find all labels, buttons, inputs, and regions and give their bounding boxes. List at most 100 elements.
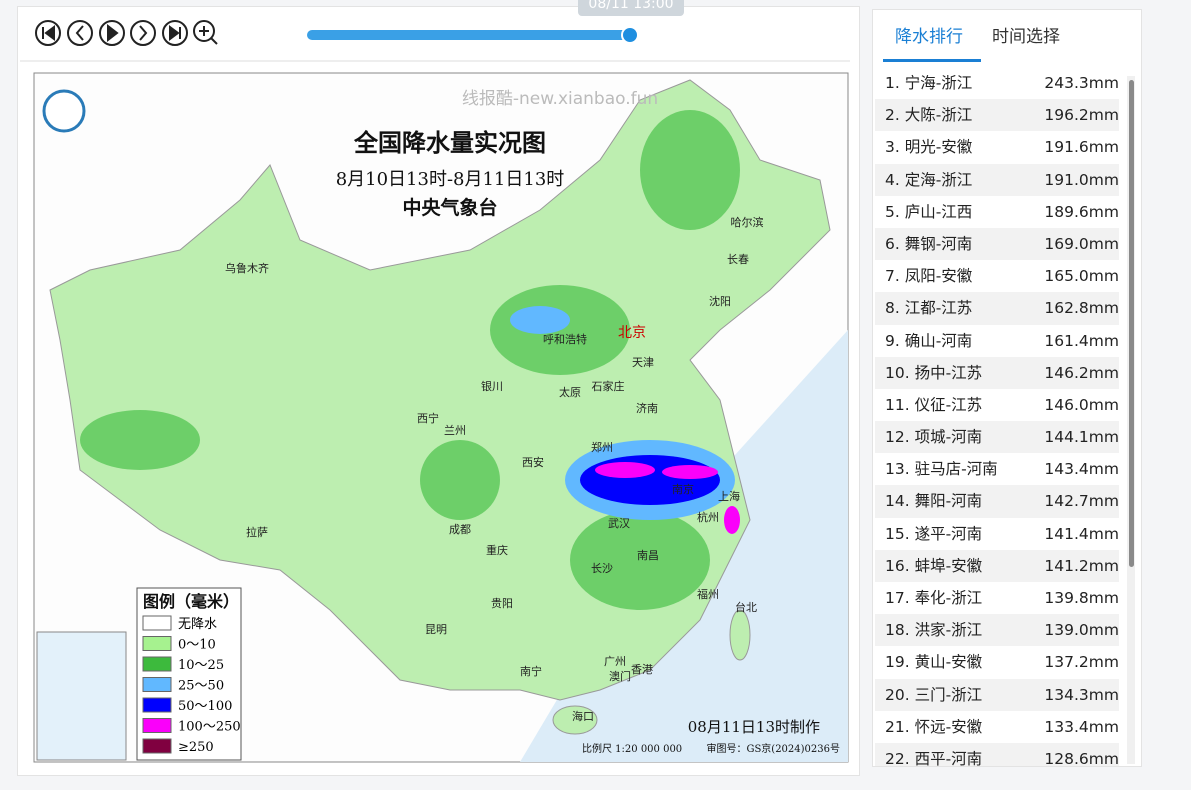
ranking-row[interactable]: 22. 西平-河南 128.6mm — [875, 742, 1119, 767]
city-label: 沈阳 — [709, 294, 731, 308]
city-label: 杭州 — [697, 510, 719, 524]
city-label: 成都 — [449, 523, 471, 536]
station-name: 11. 仪征-江苏 — [885, 395, 983, 414]
rainfall-value: 134.3mm — [1044, 685, 1119, 704]
legend-label: 0～10 — [178, 638, 216, 653]
rainfall-value: 139.8mm — [1044, 589, 1119, 607]
city-label: 北京 — [618, 325, 646, 341]
legend-swatch — [142, 697, 172, 713]
rainfall-value: 162.8mm — [1044, 299, 1119, 318]
station-name: 12. 项城-河南 — [885, 428, 983, 447]
station-name: 7. 凤阳-安徽 — [885, 267, 973, 286]
ranking-row[interactable]: 11. 仪征-江苏 146.0mm — [875, 389, 1119, 421]
city-label: 银川 — [481, 379, 503, 393]
station-name: 15. 遂平-河南 — [885, 524, 983, 543]
rainfall-value: 243.3mm — [1044, 74, 1119, 92]
rainfall-value: 165.0mm — [1044, 267, 1119, 286]
toolbar — [35, 20, 218, 46]
tab[interactable]: 时间选择 — [992, 27, 1060, 47]
ranking-row[interactable]: 15. 遂平-河南 141.4mm — [875, 518, 1119, 550]
ranking-row[interactable]: 4. 定海-浙江 191.0mm — [875, 163, 1119, 196]
city-label: 南宁 — [520, 664, 542, 678]
prev-button[interactable] — [67, 20, 93, 46]
legend-swatch — [142, 738, 172, 754]
station-name: 16. 蚌埠-安徽 — [885, 556, 983, 575]
city-label: 济南 — [636, 401, 658, 415]
city-label: 澳门 — [609, 669, 631, 683]
rainfall-value: 139.0mm — [1044, 621, 1119, 640]
ranking-row[interactable]: 21. 怀远-安徽 133.4mm — [875, 711, 1119, 743]
ranking-row[interactable]: 1. 宁海-浙江 243.3mm — [875, 67, 1119, 99]
city-label: 昆明 — [425, 623, 447, 636]
station-name: 22. 西平-河南 — [885, 749, 983, 767]
ranking-row[interactable]: 17. 奉化-浙江 139.8mm — [875, 582, 1119, 614]
island — [552, 705, 598, 735]
city-label: 贵阳 — [491, 597, 513, 610]
time-tooltip: 08/11 13:00 — [578, 0, 684, 16]
rainfall-value: 142.7mm — [1044, 492, 1119, 511]
map-title: 全国降水量实况图 — [353, 128, 546, 157]
ranking-row[interactable]: 2. 大陈-浙江 196.2mm — [875, 99, 1119, 132]
city-label: 西宁 — [417, 411, 439, 425]
legend-swatch — [142, 615, 172, 631]
legend-label: 50～100 — [178, 699, 232, 714]
ranking-row[interactable]: 5. 庐山-江西 189.6mm — [875, 196, 1119, 228]
ranking-row[interactable]: 18. 洪家-浙江 139.0mm — [875, 614, 1119, 647]
next-button[interactable] — [130, 20, 156, 46]
slider-handle[interactable] — [621, 26, 639, 44]
logo — [42, 89, 86, 133]
ranking-row[interactable]: 10. 扬中-江苏 146.2mm — [875, 356, 1119, 389]
station-name: 8. 江都-江苏 — [885, 299, 973, 318]
station-name: 3. 明光-安徽 — [885, 138, 973, 157]
city-label: 福州 — [697, 587, 719, 601]
ranking-row[interactable]: 13. 驻马店-河南 143.4mm — [875, 453, 1119, 485]
scroll-thumb[interactable] — [1129, 80, 1134, 567]
ranking-row[interactable]: 19. 黄山-安徽 137.2mm — [875, 646, 1119, 678]
station-name: 10. 扬中-江苏 — [885, 363, 983, 382]
ranking-row[interactable]: 14. 舞阳-河南 142.7mm — [875, 485, 1119, 518]
scale: 比例尺 1:20 000 000 — [582, 742, 682, 755]
city-label: 武汉 — [608, 517, 630, 530]
legend-label: 无降水 — [178, 617, 217, 632]
legend-label: ≥250 — [178, 740, 214, 755]
first-button[interactable] — [35, 20, 61, 46]
rain-area — [510, 306, 570, 334]
city-label: 太原 — [559, 386, 581, 399]
rainfall-value: 128.6mm — [1044, 749, 1119, 767]
ranking-row[interactable]: 20. 三门-浙江 134.3mm — [875, 678, 1119, 711]
rainfall-value: 161.4mm — [1044, 331, 1119, 350]
rainfall-value: 137.2mm — [1044, 653, 1119, 672]
legend-label: 10～25 — [178, 658, 224, 673]
city-label: 郑州 — [591, 440, 613, 454]
ranking-row[interactable]: 7. 凤阳-安徽 165.0mm — [875, 260, 1119, 292]
rainfall-value: 146.0mm — [1044, 395, 1119, 414]
ranking-row[interactable]: 16. 蚌埠-安徽 141.2mm — [875, 549, 1119, 582]
rainfall-value: 191.6mm — [1044, 138, 1119, 157]
legend-swatch — [142, 656, 172, 672]
station-name: 2. 大陈-浙江 — [885, 106, 973, 125]
ranking-row[interactable]: 3. 明光-安徽 191.6mm — [875, 131, 1119, 163]
ranking-row[interactable]: 9. 确山-河南 161.4mm — [875, 325, 1119, 357]
made-time: 08月11日13时制作 — [688, 718, 820, 736]
station-name: 5. 庐山-江西 — [885, 202, 973, 221]
rain-area — [662, 465, 718, 479]
station-name: 20. 三门-浙江 — [885, 685, 983, 704]
ranking-row[interactable]: 6. 舞钢-河南 169.0mm — [875, 227, 1119, 261]
ranking-list: 1. 宁海-浙江 243.3mm 2. 大陈-浙江 196.2mm 3. 明光-安徽 19… — [875, 67, 1119, 767]
legend-swatch — [142, 677, 172, 692]
zoom-button[interactable] — [193, 20, 218, 45]
ranking-row[interactable]: 8. 江都-江苏 162.8mm — [875, 292, 1119, 325]
rainfall-value: 144.1mm — [1044, 428, 1119, 447]
station-name: 6. 舞钢-河南 — [885, 234, 973, 253]
city-label: 哈尔滨 — [731, 215, 764, 229]
city-label: 乌鲁木齐 — [225, 261, 269, 275]
station-name: 18. 洪家-浙江 — [885, 621, 983, 640]
station-name: 21. 怀远-安徽 — [885, 717, 983, 736]
ranking-row[interactable]: 12. 项城-河南 144.1mm — [875, 421, 1119, 454]
tab[interactable]: 降水排行 — [895, 27, 963, 47]
play-button[interactable] — [99, 20, 125, 46]
map-agency: 中央气象台 — [402, 196, 497, 219]
last-button[interactable] — [162, 20, 188, 46]
city-label: 长春 — [727, 253, 749, 266]
station-name: 1. 宁海-浙江 — [885, 74, 973, 92]
